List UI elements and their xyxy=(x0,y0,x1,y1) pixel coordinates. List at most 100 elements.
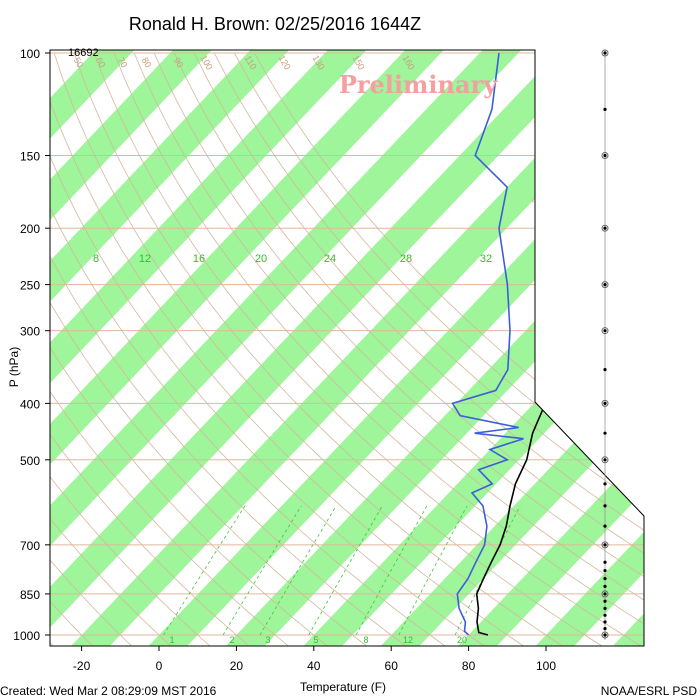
dry-adiabat xyxy=(50,52,408,646)
mixing-ratio-line xyxy=(308,505,383,636)
dry-adiabat xyxy=(234,52,644,646)
y-tick-label: 250 xyxy=(20,279,40,293)
dry-adiabat xyxy=(50,52,173,646)
dry-adiabat xyxy=(113,52,644,646)
isotherm-band xyxy=(206,50,644,646)
dry-adiabat xyxy=(73,52,605,646)
calm-circle xyxy=(601,49,609,57)
calm-circle xyxy=(601,281,609,289)
dry-adiabat xyxy=(50,52,487,646)
dry-adiabat xyxy=(254,52,644,646)
x-tick-label: 80 xyxy=(462,659,476,673)
mixing-ratio-top-label: 28 xyxy=(400,253,412,265)
isotherm-band xyxy=(50,50,463,646)
adiabat-label: 120 xyxy=(277,53,293,71)
y-tick-label: 1000 xyxy=(13,629,40,643)
dry-adiabat xyxy=(173,52,644,646)
dewpoint-trace xyxy=(451,52,524,636)
mixing-ratio-label: 1 xyxy=(169,635,174,645)
mixing-ratio-label: 2 xyxy=(229,635,234,645)
y-tick-label: 300 xyxy=(20,325,40,339)
isotherm-band xyxy=(52,50,644,646)
y-tick-label: 850 xyxy=(20,588,40,602)
isotherm-band xyxy=(439,50,644,646)
mixing-ratio-label: 3 xyxy=(265,635,270,645)
adiabat-label: 90 xyxy=(172,56,186,70)
barb-point xyxy=(603,568,607,573)
x-tick-label: 100 xyxy=(536,659,556,673)
x-tick-label: 40 xyxy=(307,659,321,673)
mixing-ratio-top-label: 20 xyxy=(255,253,267,265)
plot-frame xyxy=(49,49,645,647)
barb-point xyxy=(603,613,607,617)
preliminary-watermark: Preliminary xyxy=(339,70,498,99)
dry-adiabat xyxy=(193,52,644,646)
calm-circle xyxy=(601,631,609,639)
barb-point xyxy=(603,576,607,581)
mixing-ratio-line xyxy=(222,505,302,636)
y-axis-label: P (hPa) xyxy=(7,346,22,388)
calm-circle xyxy=(601,399,609,407)
dry-adiabat xyxy=(93,52,644,646)
x-tick-label: 20 xyxy=(230,659,244,673)
calm-circle xyxy=(601,590,609,598)
dry-adiabat xyxy=(133,52,644,646)
isotherm-band xyxy=(50,50,618,646)
barb-point xyxy=(603,226,607,230)
dry-adiabat xyxy=(50,52,526,646)
x-tick-label: 0 xyxy=(156,659,163,673)
barb-point xyxy=(603,329,607,333)
barb-point xyxy=(603,592,607,596)
barb-point xyxy=(603,620,607,624)
barb-point xyxy=(603,584,607,588)
dry-adiabat xyxy=(50,52,291,646)
mixing-ratio-label: 5 xyxy=(313,635,318,645)
y-tick-label: 500 xyxy=(20,454,40,468)
barb-point xyxy=(603,606,607,610)
isotherm-band xyxy=(50,50,309,646)
dry-adiabat xyxy=(50,52,448,646)
mixing-ratio-top-label: 32 xyxy=(480,253,492,265)
mixing-ratio-line xyxy=(355,505,428,636)
barb-point xyxy=(603,633,607,637)
y-tick-label: 700 xyxy=(20,539,40,553)
y-tick-label: 200 xyxy=(20,222,40,236)
dry-adiabat xyxy=(50,52,134,646)
dry-adiabat xyxy=(50,52,95,646)
x-tick-label: -20 xyxy=(73,659,91,673)
isotherm-bands xyxy=(50,50,644,646)
adiabat-label: 80 xyxy=(140,56,154,70)
dry-adiabat xyxy=(153,52,644,646)
mixing-ratio-label: 8 xyxy=(363,635,368,645)
adiabat-label: 100 xyxy=(199,53,215,71)
barb-point xyxy=(603,283,607,287)
station-number: 16692 xyxy=(68,47,99,59)
barb-point xyxy=(603,458,607,462)
calm-circle xyxy=(601,456,609,464)
mixing-ratio-top-label: 8 xyxy=(93,253,99,265)
x-axis-label: Temperature (F) xyxy=(300,680,387,694)
mixing-ratio-label: 20 xyxy=(457,635,467,645)
adiabat-label: 50 xyxy=(72,56,86,70)
barb-point xyxy=(603,153,607,158)
mixing-ratio-line xyxy=(163,505,246,636)
mixing-ratio-top-label: 24 xyxy=(324,253,336,265)
barb-point xyxy=(603,368,607,372)
dry-adiabat xyxy=(53,52,565,646)
chart-title: Ronald H. Brown: 02/25/2016 1644Z xyxy=(128,14,422,34)
mixing-ratio-line xyxy=(259,505,337,636)
mixing-ratio-top-label: 12 xyxy=(139,253,151,265)
adiabat-label: 70 xyxy=(116,56,130,70)
barb-point xyxy=(603,51,607,55)
calm-circle xyxy=(601,327,609,335)
barb-point xyxy=(603,107,607,112)
barb-point xyxy=(603,599,607,603)
adiabat-label: 60 xyxy=(94,56,108,70)
barb-point xyxy=(603,627,607,631)
mixing-ratio-top-label: 16 xyxy=(193,253,205,265)
mixing-ratio-label: 12 xyxy=(403,635,413,645)
x-tick-label: 60 xyxy=(385,659,399,673)
barb-point xyxy=(603,431,607,435)
